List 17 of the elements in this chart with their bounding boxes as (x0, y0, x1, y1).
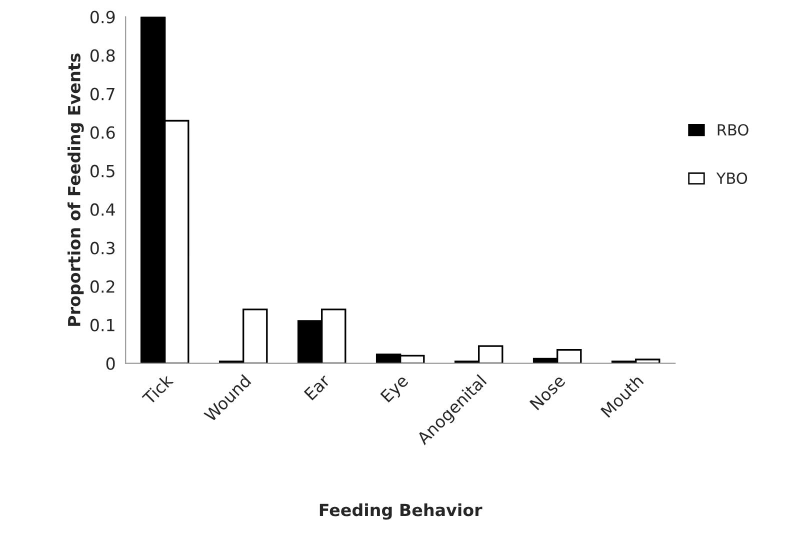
x-tick-label: Ear (304, 373, 331, 401)
x-axis-title: Feeding Behavior (320, 503, 482, 520)
y-tick-label: 0.5 (90, 164, 114, 178)
y-tick-label: 0.7 (90, 88, 114, 100)
y-tick-label: 0.3 (90, 242, 115, 254)
legend-label: YBO (716, 172, 748, 184)
x-tick-label: Eye (380, 374, 412, 405)
y-tick-label: 0.2 (90, 280, 114, 293)
y-tick-label: 0.9 (90, 10, 115, 24)
y-tick-label: 0.1 (90, 318, 114, 332)
y-tick-label: 0.8 (90, 49, 115, 62)
x-tick-label: Tick (141, 373, 174, 406)
legend-label: RBO (718, 124, 748, 136)
y-tick-label: 0 (106, 357, 115, 370)
y-axis-title: Proportion of Feeding Events (68, 54, 84, 326)
y-tick-label: 0.6 (90, 126, 115, 139)
y-tick-label: 0.4 (90, 203, 115, 216)
